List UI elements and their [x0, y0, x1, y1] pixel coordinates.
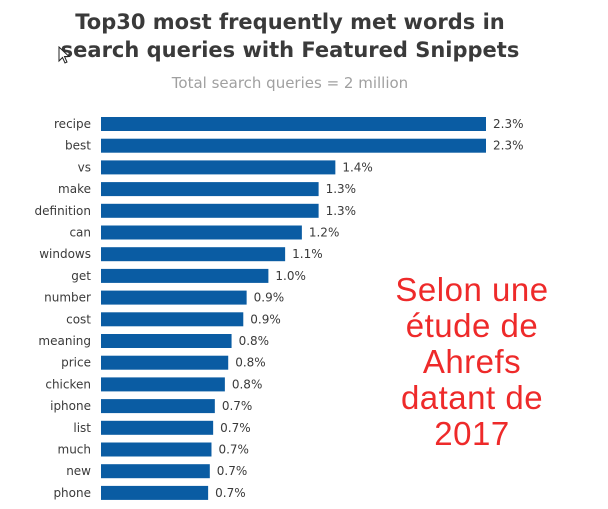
bar-number [101, 290, 247, 305]
value-label: 2.3% [493, 117, 524, 131]
category-label: list [73, 421, 91, 435]
category-label: meaning [38, 334, 91, 348]
chart-title: Top30 most frequently met words in searc… [60, 10, 520, 62]
category-label: chicken [45, 377, 91, 391]
bar-list [101, 420, 214, 435]
category-label: new [66, 464, 91, 478]
bar-new [101, 464, 210, 479]
value-label: 1.1% [292, 247, 323, 261]
category-label: definition [35, 204, 91, 218]
bar-iphone [101, 399, 215, 414]
category-label: can [69, 226, 91, 240]
chart-subtitle: Total search queries = 2 million [171, 74, 409, 92]
value-label: 0.9% [250, 312, 280, 326]
category-label: best [65, 139, 91, 153]
bar-can [101, 225, 302, 240]
value-label: 0.8% [235, 356, 266, 370]
category-label: windows [39, 247, 91, 261]
value-label: 0.7% [220, 421, 251, 435]
value-label: 1.2% [309, 226, 340, 240]
bar-price [101, 355, 229, 370]
bar-much [101, 442, 212, 457]
category-label: much [58, 443, 92, 457]
value-label: 0.7% [215, 486, 246, 500]
value-label: 0.8% [232, 377, 263, 391]
bar-best [101, 138, 486, 153]
value-label: 0.7% [217, 464, 248, 478]
bar-phone [101, 485, 209, 500]
category-label: make [58, 182, 91, 196]
value-label: 0.7% [222, 399, 253, 413]
value-label: 1.0% [275, 269, 306, 283]
bar-cost [101, 312, 244, 327]
bar-vs [101, 160, 336, 175]
bar-recipe [101, 117, 486, 131]
bar-windows [101, 247, 286, 262]
bars-layer: recipe 2.3% best 2.3% vs 1.4% make 1.3% definiti… [35, 117, 524, 500]
category-label: get [71, 269, 91, 283]
annotation-text: Selon une étude de Ahrefs datant de 2017 [395, 271, 549, 452]
value-label: 0.9% [254, 291, 285, 305]
value-label: 0.8% [239, 334, 270, 348]
category-label: recipe [54, 117, 91, 131]
category-label: phone [53, 486, 91, 500]
value-label: 0.7% [218, 443, 249, 457]
category-label: price [61, 356, 91, 370]
value-label: 1.4% [342, 160, 373, 174]
category-label: cost [66, 312, 91, 326]
bar-get [101, 268, 269, 283]
value-label: 2.3% [493, 139, 524, 153]
bar-make [101, 182, 319, 197]
category-label: number [44, 291, 91, 305]
category-label: vs [78, 160, 91, 174]
value-label: 1.3% [326, 204, 357, 218]
value-label: 1.3% [326, 182, 357, 196]
bar-meaning [101, 334, 232, 348]
mouse-pointer-icon [58, 46, 70, 64]
bar-definition [101, 203, 319, 218]
category-label: iphone [50, 399, 91, 413]
bar-chicken [101, 377, 225, 392]
